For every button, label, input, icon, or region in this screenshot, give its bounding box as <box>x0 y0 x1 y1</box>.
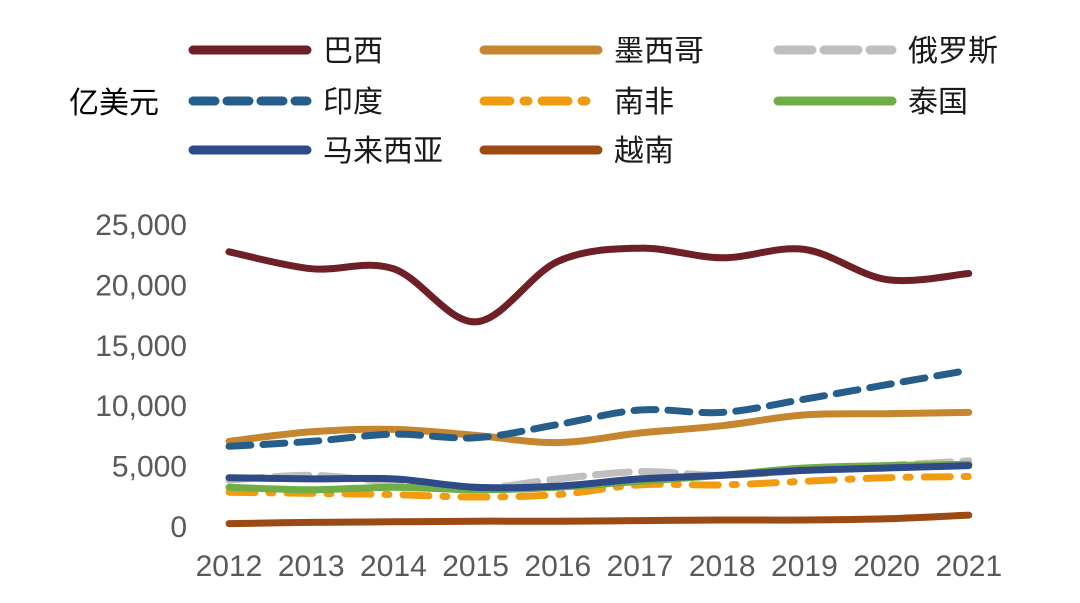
legend-item: 越南 <box>479 134 674 169</box>
x-tick-label: 2013 <box>278 550 345 583</box>
x-tick-label: 2020 <box>853 550 920 583</box>
legend-label: 泰国 <box>908 85 968 120</box>
legend-item: 俄罗斯 <box>773 34 998 69</box>
y-tick-label: 25,000 <box>95 209 187 242</box>
y-tick-label: 15,000 <box>95 330 187 363</box>
x-tick-label: 2016 <box>524 550 591 583</box>
x-tick-label: 2017 <box>607 550 674 583</box>
series-line-4 <box>225 366 973 450</box>
legend-item: 印度 <box>188 85 383 120</box>
y-axis-unit-label: 亿美元 <box>69 86 159 121</box>
series-line-8 <box>225 511 973 528</box>
legend-label: 俄罗斯 <box>908 34 998 69</box>
x-tick-label: 2021 <box>935 550 1002 583</box>
series-line-7 <box>225 462 973 492</box>
x-tick-label: 2018 <box>689 550 756 583</box>
y-tick-label: 10,000 <box>95 390 187 423</box>
x-tick-label: 2019 <box>771 550 838 583</box>
legend-item: 南非 <box>479 85 674 120</box>
x-tick-label: 2014 <box>360 550 427 583</box>
legend-item: 墨西哥 <box>479 34 704 69</box>
legend-label: 越南 <box>614 134 674 169</box>
y-tick-label: 20,000 <box>95 269 187 302</box>
x-tick-label: 2012 <box>196 550 263 583</box>
y-tick-label: 0 <box>170 511 187 544</box>
legend-item: 泰国 <box>773 85 968 120</box>
legend-item: 马来西亚 <box>188 134 443 169</box>
legend-item: 巴西 <box>188 34 383 69</box>
y-tick-label: 5,000 <box>112 451 187 484</box>
series-line-2 <box>225 408 973 447</box>
y-axis: 0 5,000 10,000 15,000 20,000 25,000 <box>95 209 187 544</box>
legend-label: 马来西亚 <box>323 134 443 169</box>
series-line-1 <box>225 244 973 326</box>
series-line-5 <box>225 473 973 501</box>
legend-label: 南非 <box>614 85 674 120</box>
x-axis: 2012 2013 2014 2015 2016 2017 2018 2019 2020 2021 <box>196 550 1003 583</box>
legend-label: 墨西哥 <box>614 34 704 69</box>
legend-label: 印度 <box>323 85 383 120</box>
x-tick-label: 2015 <box>442 550 509 583</box>
series-lines <box>225 244 973 528</box>
legend-label: 巴西 <box>323 34 383 69</box>
